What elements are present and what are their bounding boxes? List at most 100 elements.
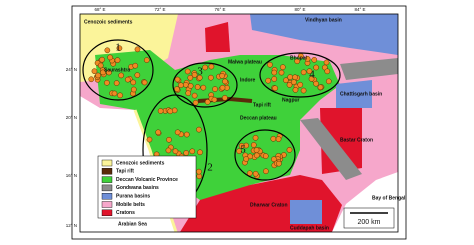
site-point	[294, 58, 301, 65]
site-point	[286, 82, 293, 88]
zone-number: 2	[207, 162, 213, 174]
site-point	[182, 81, 189, 88]
site-point	[107, 54, 113, 61]
site-point	[114, 57, 121, 64]
site-point	[300, 69, 307, 76]
site-point	[178, 82, 184, 89]
site-point	[270, 135, 277, 142]
legend-label: Purana basins	[116, 194, 150, 200]
lon-tick: 76° E	[214, 7, 225, 12]
site-point	[191, 72, 198, 78]
site-point	[267, 61, 273, 68]
site-point	[91, 68, 98, 75]
lon-tick: 84° E	[354, 7, 365, 12]
site-point	[155, 129, 162, 136]
place-label: Arabian Sea	[118, 221, 147, 227]
scale-label: 200 km	[358, 219, 381, 226]
site-point	[219, 72, 225, 79]
site-point	[208, 63, 215, 70]
lat-tick: 12° N	[66, 223, 77, 228]
site-point	[174, 86, 180, 92]
site-point	[130, 79, 137, 86]
legend-swatch	[101, 168, 113, 175]
lon-tick: 72° E	[154, 7, 165, 12]
place-label: Bastar Craton	[340, 137, 373, 143]
site-point	[132, 62, 139, 69]
site-point	[141, 79, 148, 86]
place-label: Bay of Bengal	[372, 195, 406, 201]
place-label: Saurashtra	[104, 67, 130, 73]
site-point	[323, 59, 330, 66]
chattisgarh-basin	[336, 80, 372, 108]
site-point	[276, 160, 282, 167]
site-point	[252, 170, 259, 177]
site-point	[172, 148, 179, 155]
site-point	[88, 76, 95, 83]
place-labels: Cenozoic sediments Saurashtra Malwa platea…	[84, 17, 406, 231]
lat-tick: 24° N	[66, 67, 77, 72]
place-label: Dharwar Craton	[250, 202, 288, 208]
zone-number: 4	[309, 69, 315, 81]
site-point	[200, 84, 207, 91]
lon-tick: 80° E	[294, 7, 305, 12]
zone-outline	[259, 52, 341, 98]
place-label: Indore	[240, 77, 255, 83]
legend-swatch	[101, 159, 113, 167]
godavari-basin	[300, 118, 362, 180]
legend: Cenozoic sediments Tapi rift Deccan Volcan…	[97, 155, 197, 219]
place-label: Chattisgarh basin	[340, 91, 382, 97]
vindhyan-basin	[250, 14, 398, 55]
scale-bar: 200 km	[343, 207, 395, 229]
lat-tick: 20° N	[66, 115, 77, 120]
site-point	[95, 72, 101, 79]
legend-label: Gondwana basins	[116, 185, 159, 191]
map-frame	[79, 13, 399, 233]
site-point	[197, 149, 203, 156]
legend-label: Deccan Volcanic Province	[116, 177, 178, 183]
site-point	[253, 147, 260, 154]
legend-swatch	[101, 184, 113, 192]
place-label: Bhopal	[290, 55, 308, 61]
place-label: Malwa plateau	[228, 59, 262, 65]
legend-swatch	[101, 209, 113, 217]
site-point	[196, 74, 203, 81]
site-point	[306, 68, 313, 75]
site-point	[192, 99, 199, 106]
site-point	[196, 126, 202, 133]
site-point	[252, 134, 259, 141]
site-point	[275, 136, 282, 142]
site-point	[278, 69, 285, 76]
site-point	[222, 95, 228, 101]
site-point	[174, 129, 181, 136]
place-label: Cuddapah basin	[290, 225, 329, 231]
site-point	[211, 96, 218, 103]
site-point	[106, 69, 112, 76]
site-point	[134, 46, 141, 53]
site-point	[194, 84, 201, 90]
site-point	[313, 64, 319, 71]
site-point	[219, 84, 226, 91]
site-point	[262, 153, 269, 159]
site-point	[283, 77, 289, 84]
site-point	[263, 168, 269, 175]
site-point	[111, 90, 118, 97]
site-point	[265, 77, 272, 84]
site-point	[250, 142, 257, 148]
bundelkhand-craton	[205, 22, 230, 52]
site-point	[271, 156, 277, 163]
site-point	[292, 74, 298, 81]
site-point	[187, 74, 194, 81]
site-point	[279, 64, 286, 71]
site-point	[104, 47, 111, 54]
site-point	[157, 108, 164, 114]
zone-outline	[172, 62, 238, 108]
legend-swatch	[101, 192, 113, 200]
legend-label: Cratons	[116, 210, 135, 216]
site-point	[212, 86, 218, 92]
site-point	[272, 85, 278, 92]
site-point	[290, 79, 297, 85]
site-point	[183, 131, 190, 138]
site-point	[174, 76, 181, 83]
site-point	[271, 69, 278, 76]
